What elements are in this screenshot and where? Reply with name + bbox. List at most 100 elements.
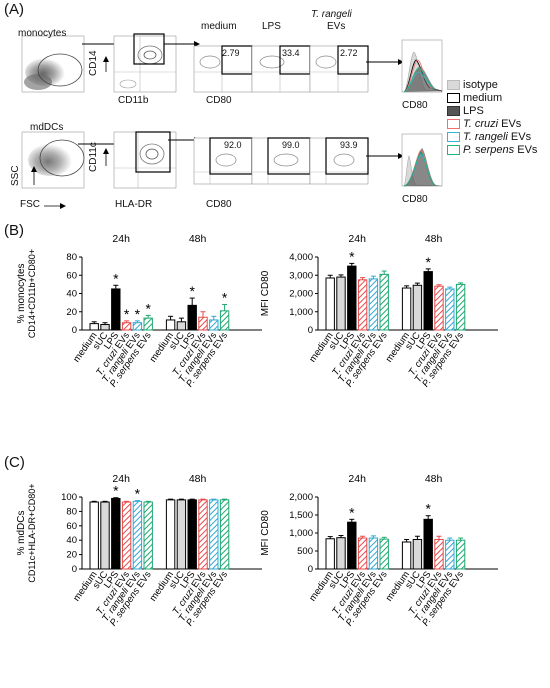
legend-label: medium bbox=[463, 92, 503, 104]
histogram-row1 bbox=[401, 39, 443, 93]
gate-plot-medium-row2 bbox=[193, 137, 253, 185]
significance-marker: * bbox=[349, 504, 355, 520]
timepoint-label: 24h bbox=[348, 473, 366, 485]
gate-plot-trangeli-row1 bbox=[309, 45, 369, 93]
legend-item: T. cruzi EVs bbox=[447, 118, 521, 130]
category-label: P. serpens EVs bbox=[420, 330, 466, 389]
category-label: T. cruzi EVs bbox=[94, 569, 132, 617]
legend-item: LPS bbox=[447, 105, 484, 117]
category-label: medium bbox=[307, 569, 335, 603]
timepoint-label: 48h bbox=[425, 473, 443, 485]
category-label: T. rangeli EVs bbox=[336, 569, 379, 624]
bar bbox=[132, 500, 143, 570]
bar bbox=[176, 321, 187, 331]
y-tick-label: 60 bbox=[66, 270, 77, 281]
category-label: T. rangeli EVs bbox=[100, 569, 143, 624]
bar bbox=[132, 322, 143, 331]
bar bbox=[219, 310, 230, 331]
legend-label: T. rangeli EVs bbox=[463, 131, 532, 143]
category-label: sUC bbox=[91, 330, 111, 352]
category-label: sUC bbox=[327, 330, 347, 352]
gate-plot-lps-row1 bbox=[251, 45, 311, 93]
bar bbox=[347, 265, 357, 331]
gate-plot-cd11c-hladr bbox=[113, 131, 177, 189]
category-label: LPS bbox=[102, 330, 121, 351]
category-label: T. rangeli EVs bbox=[413, 569, 456, 624]
category-label: T. rangeli EVs bbox=[100, 330, 143, 385]
legend-label: P. serpens EVs bbox=[463, 144, 538, 156]
y-tick-label: 2,000 bbox=[289, 289, 313, 300]
bar bbox=[111, 288, 121, 331]
legend-swatch bbox=[447, 80, 460, 90]
category-label: medium bbox=[71, 569, 99, 603]
gate-plot-medium-row1 bbox=[193, 45, 253, 93]
legend-item: medium bbox=[447, 92, 502, 104]
bar bbox=[209, 319, 219, 331]
histogram-row2 bbox=[401, 133, 443, 187]
category-label: sUC bbox=[167, 330, 187, 352]
category-label: P. serpens EVs bbox=[184, 330, 230, 389]
bar bbox=[198, 316, 208, 331]
category-label: sUC bbox=[91, 569, 111, 591]
legend-swatch bbox=[447, 145, 460, 155]
bar bbox=[401, 541, 412, 570]
y-tick-label: 40 bbox=[66, 289, 77, 300]
bar bbox=[121, 322, 132, 331]
bar bbox=[368, 537, 379, 570]
significance-marker: * bbox=[135, 486, 141, 502]
bar bbox=[100, 324, 110, 331]
gate-value-row1-medium: 2.79 bbox=[222, 48, 240, 58]
scatter-plot-mddcs bbox=[21, 131, 85, 189]
significance-marker: * bbox=[113, 270, 119, 286]
bar bbox=[325, 538, 335, 570]
category-label: LPS bbox=[414, 569, 433, 590]
category-label: T. cruzi EVs bbox=[407, 330, 445, 378]
y-tick-label: 20 bbox=[66, 550, 77, 561]
gate-value-row2-medium: 92.0 bbox=[224, 140, 242, 150]
category-label: T. cruzi EVs bbox=[330, 330, 368, 378]
bar bbox=[336, 276, 346, 331]
y-axis-label-line2: CD14+CD11b+CD80+ bbox=[27, 249, 37, 338]
bar bbox=[89, 323, 99, 331]
legend-swatch bbox=[447, 106, 460, 116]
y-tick-label: 100 bbox=[61, 492, 77, 503]
bar bbox=[423, 271, 433, 331]
gate-value-row1-lps: 33.4 bbox=[282, 48, 300, 58]
bar bbox=[412, 538, 423, 570]
significance-marker: * bbox=[425, 501, 431, 517]
category-label: P. serpens EVs bbox=[344, 569, 390, 628]
col-trangeli-label: T. rangeli bbox=[311, 9, 352, 20]
y-tick-label: 0 bbox=[308, 564, 313, 575]
y-tick-label: 2,000 bbox=[289, 492, 313, 503]
category-label: P. serpens EVs bbox=[108, 569, 154, 628]
gate-value-row2-lps: 99.0 bbox=[282, 140, 300, 150]
category-label: P. serpens EVs bbox=[108, 330, 154, 389]
axis-label-cd80-row1: CD80 bbox=[206, 95, 232, 106]
timepoint-label: 48h bbox=[425, 233, 443, 245]
significance-marker: * bbox=[349, 248, 355, 264]
category-label: T. rangeli EVs bbox=[336, 330, 379, 385]
axis-label-cd11b: CD11b bbox=[118, 95, 149, 106]
hist-xlabel-row2: CD80 bbox=[402, 194, 428, 205]
bar bbox=[445, 288, 455, 331]
bar bbox=[198, 499, 208, 570]
y-axis-label: % monocytes bbox=[16, 263, 27, 323]
y-tick-label: 0 bbox=[308, 325, 313, 336]
row2-cell-label: mdDCs bbox=[30, 122, 64, 133]
category-label: T. cruzi EVs bbox=[171, 569, 209, 617]
timepoint-label: 24h bbox=[348, 233, 366, 245]
category-label: medium bbox=[384, 330, 412, 364]
bar bbox=[401, 287, 412, 331]
y-tick-label: 80 bbox=[66, 252, 77, 263]
bar bbox=[165, 319, 176, 331]
gate-plot-lps-row2 bbox=[251, 137, 311, 185]
timepoint-label: 48h bbox=[189, 233, 207, 245]
y-tick-label: 4,000 bbox=[289, 252, 313, 263]
significance-marker: * bbox=[222, 289, 228, 305]
row1-cell-label: monocytes bbox=[18, 28, 67, 39]
bar bbox=[187, 499, 197, 570]
bar bbox=[143, 501, 153, 570]
bar bbox=[100, 501, 110, 570]
bar bbox=[187, 304, 197, 331]
bar bbox=[455, 539, 466, 570]
